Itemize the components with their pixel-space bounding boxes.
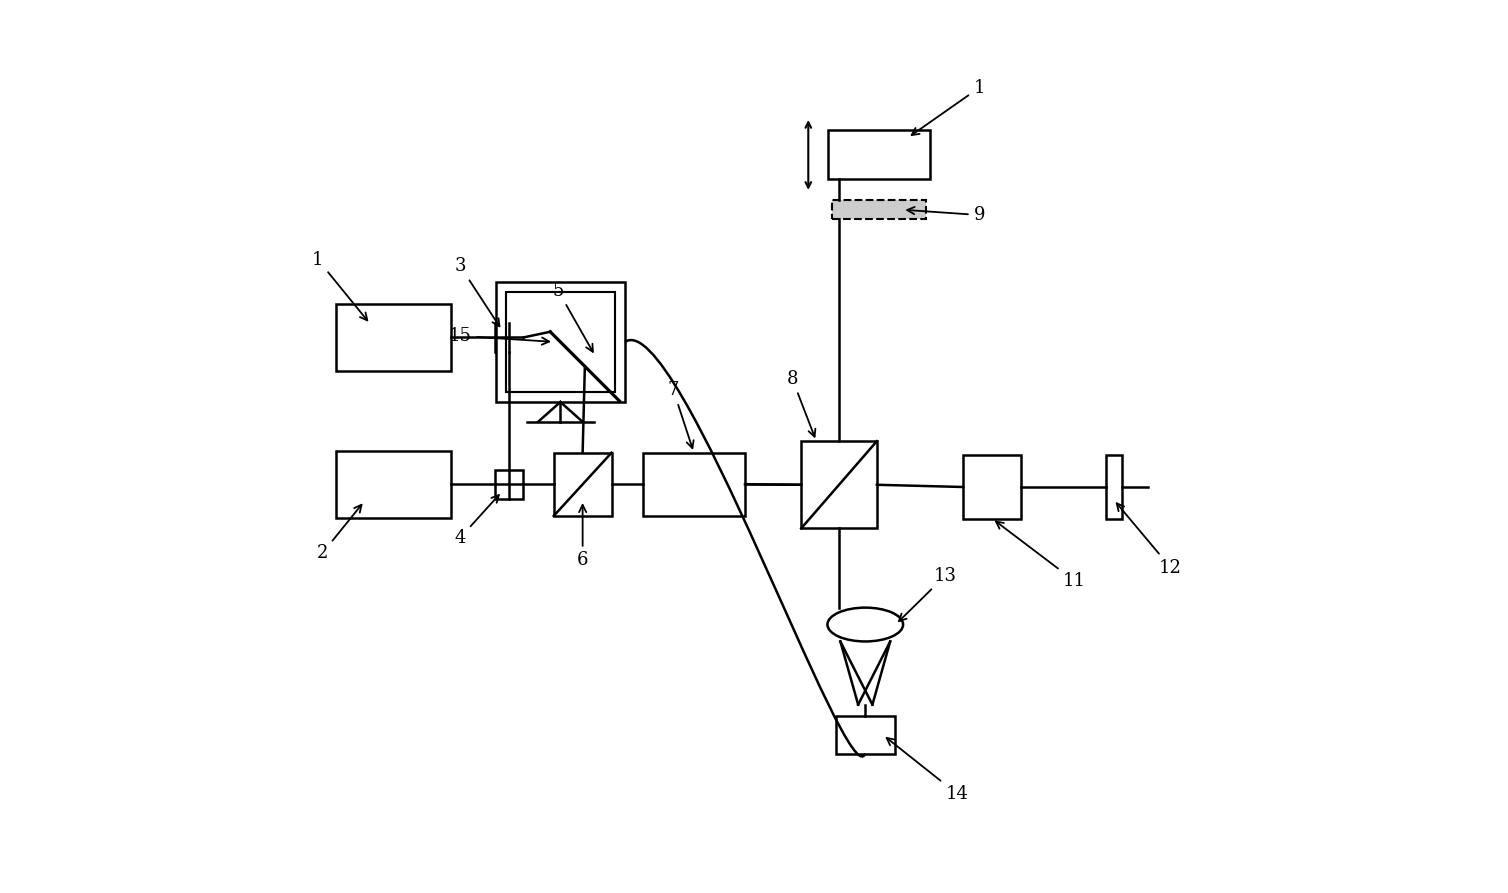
Text: 1: 1 (912, 79, 985, 135)
Bar (835, 716, 894, 754)
Bar (336, 304, 451, 371)
Text: 7: 7 (668, 381, 694, 448)
Text: 11: 11 (995, 522, 1086, 590)
Bar (828, 130, 930, 179)
Bar (642, 453, 745, 516)
Bar (336, 451, 451, 518)
Ellipse shape (828, 607, 903, 641)
Bar (832, 200, 926, 220)
Text: 2: 2 (317, 505, 362, 563)
Text: 8: 8 (787, 370, 816, 437)
Text: 9: 9 (908, 206, 985, 224)
Text: 1: 1 (312, 251, 368, 321)
Text: 5: 5 (552, 281, 593, 352)
Bar (495, 323, 523, 352)
Text: 3: 3 (454, 257, 499, 326)
Text: 14: 14 (887, 738, 968, 803)
Text: 13: 13 (899, 566, 958, 622)
Text: 15: 15 (449, 327, 549, 345)
Bar (496, 282, 624, 402)
Text: 4: 4 (454, 495, 499, 547)
Bar (553, 453, 612, 516)
Bar (801, 441, 876, 529)
Text: 12: 12 (1117, 504, 1182, 577)
Bar (505, 292, 615, 392)
Text: 6: 6 (578, 505, 588, 570)
Bar (1105, 455, 1122, 519)
Bar (964, 455, 1021, 519)
Bar (495, 470, 523, 498)
